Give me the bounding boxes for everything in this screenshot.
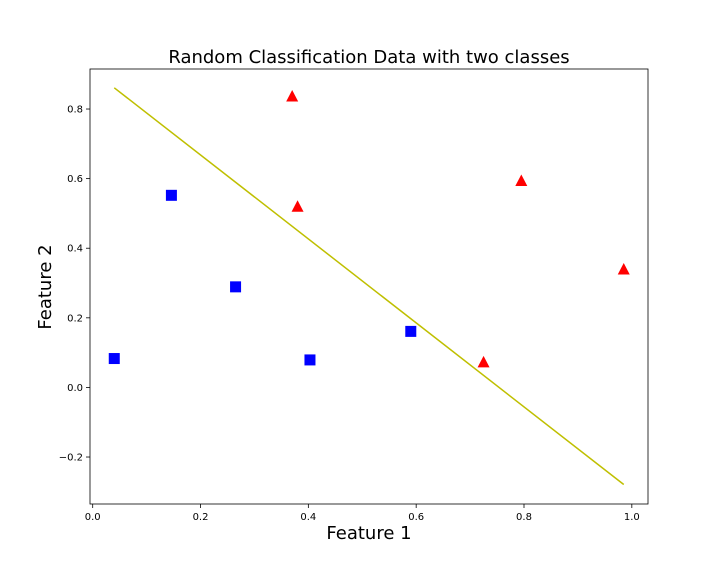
x-tick-label: 0.2: [193, 512, 209, 523]
square-point: [230, 281, 242, 293]
triangle-point: [617, 262, 630, 275]
triangle-point: [477, 355, 490, 368]
y-tick-label: 0.6: [67, 174, 83, 185]
decision-boundary-line: [113, 87, 625, 486]
x-tick-label: 0.6: [408, 512, 424, 523]
y-axis-title: Feature 2: [35, 244, 56, 329]
y-tick-label: 0.2: [67, 313, 83, 324]
x-tick-label: 0.4: [300, 512, 316, 523]
square-point: [165, 189, 177, 201]
triangle-point: [291, 200, 304, 212]
y-tick-label: −0.2: [59, 453, 83, 464]
y-tick-label: 0.0: [67, 383, 83, 394]
axes-frame: [89, 68, 649, 505]
x-tick-label: 0.8: [516, 512, 532, 523]
triangle-point: [515, 174, 528, 187]
x-tick-label: 0.0: [85, 512, 101, 523]
square-point: [405, 325, 417, 337]
y-tick-label: 0.4: [67, 244, 83, 255]
y-tick-label: 0.8: [67, 105, 83, 116]
x-axis-title: Feature 1: [326, 523, 411, 544]
square-point: [304, 354, 316, 366]
triangle-point: [286, 89, 299, 102]
square-point: [108, 353, 120, 365]
plot-area: 0.0 0.2 0.4 0.6 0.8 1.0 −0.2 0.0 0.2 0.4 0.6 0.8: [59, 68, 649, 523]
x-tick-label: 1.0: [624, 512, 640, 523]
chart-title: Random Classification Data with two clas…: [168, 47, 569, 68]
